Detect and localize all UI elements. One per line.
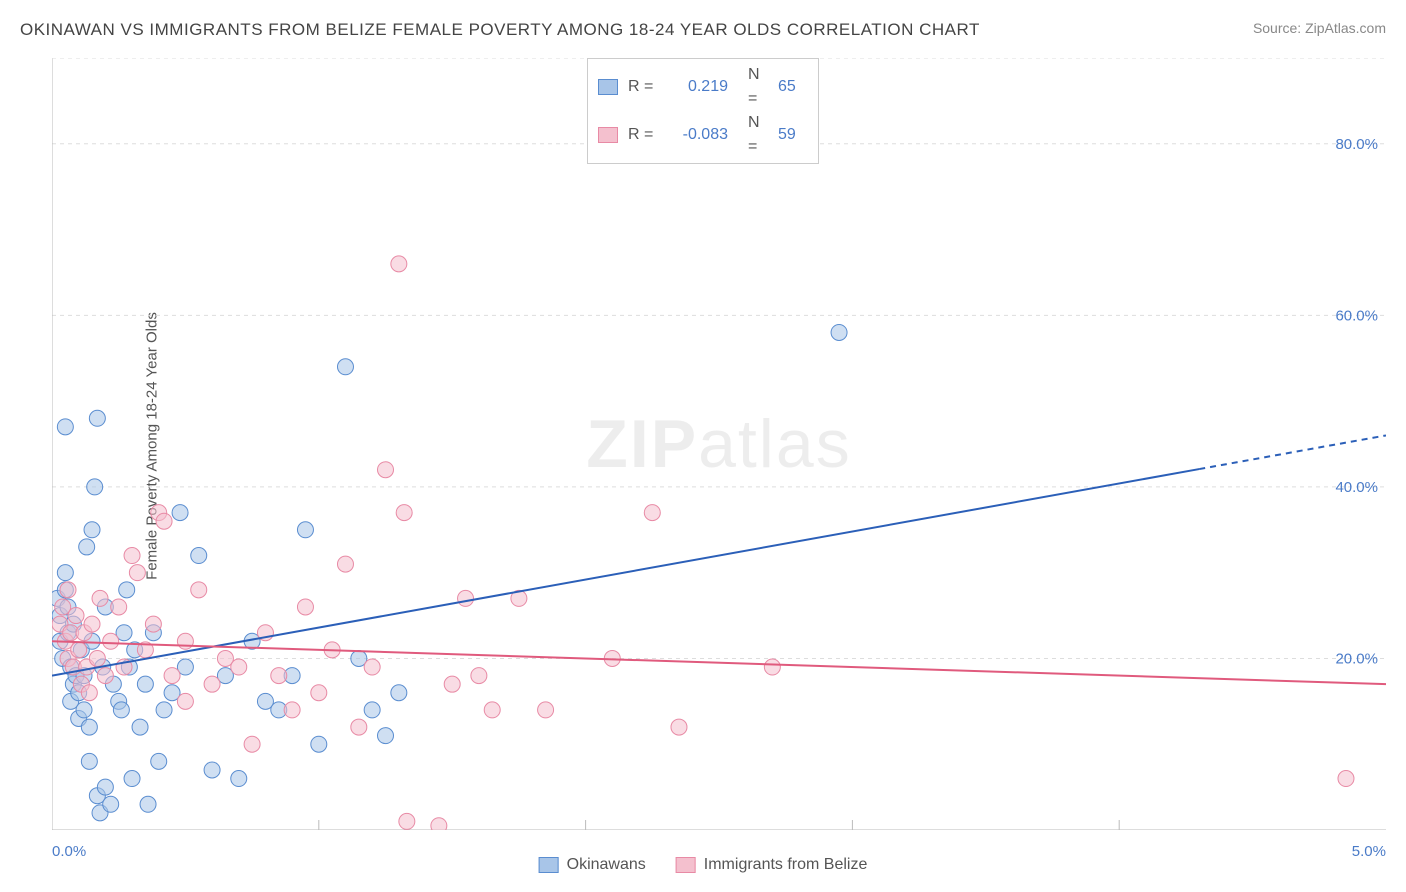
r-label: R = xyxy=(628,75,658,99)
r-value-belize: -0.083 xyxy=(668,123,728,147)
svg-text:40.0%: 40.0% xyxy=(1335,479,1378,496)
source-attribution: Source: ZipAtlas.com xyxy=(1253,20,1386,36)
legend-label-belize: Immigrants from Belize xyxy=(704,856,868,874)
legend-row-belize: R = -0.083 N = 59 xyxy=(598,111,808,159)
swatch-okinawans xyxy=(539,857,559,873)
svg-text:20.0%: 20.0% xyxy=(1335,650,1378,667)
swatch-belize xyxy=(598,127,618,143)
chart-title: OKINAWAN VS IMMIGRANTS FROM BELIZE FEMAL… xyxy=(20,20,980,40)
legend-item-belize: Immigrants from Belize xyxy=(676,856,868,874)
svg-text:80.0%: 80.0% xyxy=(1335,136,1378,153)
n-value-belize: 59 xyxy=(778,123,808,147)
n-label: N = xyxy=(748,63,768,111)
chart-container: OKINAWAN VS IMMIGRANTS FROM BELIZE FEMAL… xyxy=(0,0,1406,892)
plot-area: ZIPatlas 20.0%40.0%60.0%80.0% xyxy=(52,58,1386,830)
r-label: R = xyxy=(628,123,658,147)
x-axis-start-label: 0.0% xyxy=(52,843,86,860)
n-label: N = xyxy=(748,111,768,159)
legend-label-okinawans: Okinawans xyxy=(567,856,646,874)
swatch-belize xyxy=(676,857,696,873)
svg-text:60.0%: 60.0% xyxy=(1335,307,1378,324)
x-axis-end-label: 5.0% xyxy=(1352,843,1386,860)
correlation-legend: R = 0.219 N = 65 R = -0.083 N = 59 xyxy=(587,58,819,164)
n-value-okinawans: 65 xyxy=(778,75,808,99)
legend-item-okinawans: Okinawans xyxy=(539,856,646,874)
swatch-okinawans xyxy=(598,79,618,95)
series-legend: Okinawans Immigrants from Belize xyxy=(539,856,868,874)
legend-row-okinawans: R = 0.219 N = 65 xyxy=(598,63,808,111)
r-value-okinawans: 0.219 xyxy=(668,75,728,99)
scatter-plot: 20.0% 40.0% 60.0% 80.0% xyxy=(52,58,1386,830)
